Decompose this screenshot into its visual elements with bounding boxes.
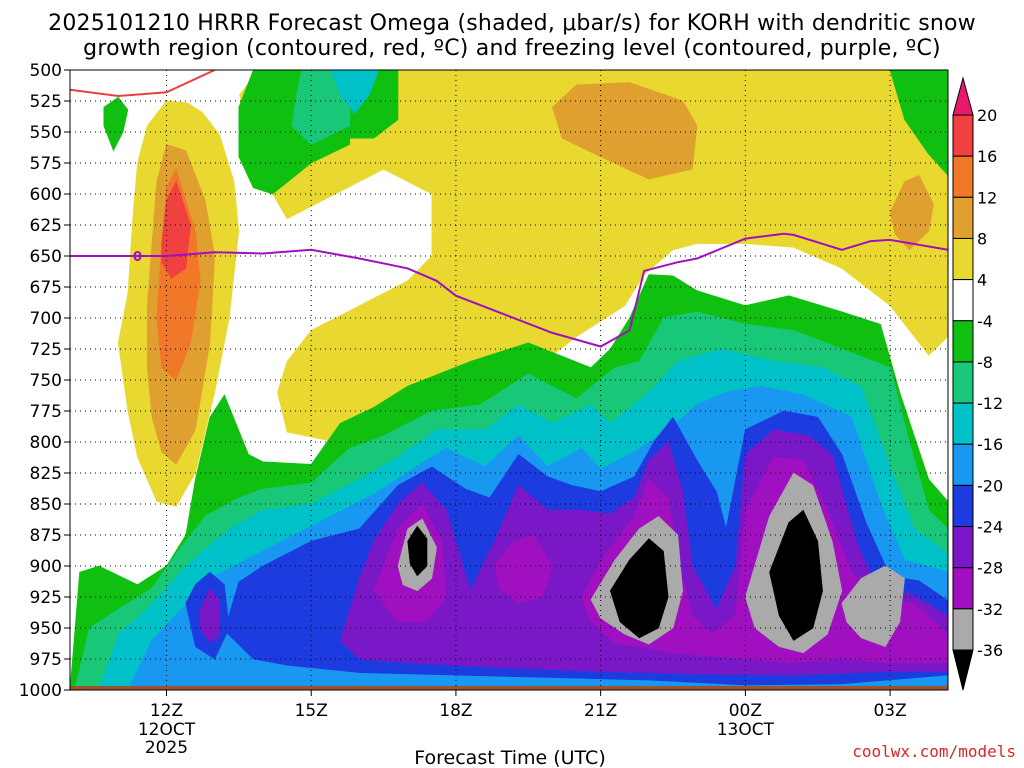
omega-region-neg40 <box>609 538 669 639</box>
freezing-level-label: 0 <box>133 250 142 265</box>
colorbar-bin <box>952 402 974 445</box>
omega-region-neg8 <box>103 96 129 152</box>
colorbar-bin <box>952 237 974 281</box>
colorbar-bin <box>952 114 974 157</box>
omega-region-neg12 <box>291 70 351 145</box>
y-tick-label: 625 <box>30 216 62 236</box>
colorbar-bin <box>952 484 974 528</box>
colorbar-label: -12 <box>977 394 1003 413</box>
x-tick-date: 12OCT <box>138 720 196 740</box>
ground-strip <box>70 686 948 690</box>
y-tick-label: 800 <box>30 433 62 453</box>
omega-region-8 <box>552 82 698 180</box>
contour-lines: 0 <box>70 70 948 348</box>
y-tick-label: 1000 <box>19 681 62 701</box>
colorbar-label: 12 <box>977 188 997 207</box>
y-tick-label: 725 <box>30 340 62 360</box>
x-tick-label: 00Z <box>729 701 762 721</box>
y-tick-label: 575 <box>30 154 62 174</box>
y-tick-label: 775 <box>30 402 62 422</box>
x-tick-label: 21Z <box>584 701 617 721</box>
y-tick-label: 500 <box>30 61 62 81</box>
colorbar-bin <box>952 279 974 322</box>
x-axis-title: Forecast Time (UTC) <box>414 747 605 768</box>
y-tick-label: 675 <box>30 278 62 298</box>
dgz-contour <box>70 70 216 98</box>
colorbar-bin <box>952 155 974 198</box>
x-tick-date: 13OCT <box>717 720 775 740</box>
x-tick-label: 18Z <box>439 701 472 721</box>
y-tick-label: 925 <box>30 588 62 608</box>
colorbar-label: 20 <box>977 106 997 125</box>
chart-title-line1: 2025101210 HRRR Forecast Omega (shaded, … <box>48 11 976 36</box>
colorbar-bin <box>952 567 974 610</box>
colorbar-bin <box>952 361 974 404</box>
colorbar-label: -16 <box>977 435 1003 454</box>
y-tick-label: 975 <box>30 650 62 670</box>
omega-region-neg8 <box>889 70 948 176</box>
y-tick-label: 825 <box>30 464 62 484</box>
gridlines <box>70 70 948 690</box>
y-tick-label: 750 <box>30 371 62 391</box>
omega-region-neg40 <box>769 509 823 641</box>
colorbar-bin <box>952 608 974 651</box>
colorbar-label: -24 <box>977 518 1003 537</box>
colorbar-bin <box>952 526 974 569</box>
y-tick-label: 550 <box>30 123 62 143</box>
colorbar-bin <box>952 196 974 239</box>
omega-region-neg40 <box>407 525 428 577</box>
colorbar-label: -36 <box>977 641 1003 660</box>
colorbar: 20 16 12 8 4 -4 -8 -12 -16 -20 -24 -28 -32 -36 <box>952 76 1003 691</box>
colorbar-label: 8 <box>977 229 987 248</box>
x-tick-label: 12Z <box>150 701 183 721</box>
freezing-level-contour <box>70 232 948 348</box>
colorbar-label: -28 <box>977 559 1003 578</box>
colorbar-bin <box>952 320 974 363</box>
x-tick-year: 2025 <box>145 738 188 758</box>
y-tick-label: 850 <box>30 495 62 515</box>
y-tick-label: 900 <box>30 557 62 577</box>
colorbar-bin <box>952 443 974 486</box>
y-tick-label: 875 <box>30 526 62 546</box>
colorbar-label: 16 <box>977 147 997 166</box>
y-tick-label: 600 <box>30 185 62 205</box>
chart-title-line2: growth region (contoured, red, ºC) and f… <box>83 36 941 61</box>
omega-shading <box>70 70 948 690</box>
x-tick-label: 03Z <box>873 701 906 721</box>
x-tick-label: 15Z <box>295 701 328 721</box>
colorbar-label: -8 <box>977 353 993 372</box>
colorbar-label: 4 <box>977 271 987 290</box>
credit-link[interactable]: coolwx.com/models <box>852 742 1016 761</box>
colorbar-bottom-arrow <box>952 649 974 691</box>
y-tick-label: 525 <box>30 92 62 112</box>
y-axis: 500 525 550 575 600 625 650 675 700 725 750 775 800 8… <box>19 61 70 701</box>
colorbar-top-arrow <box>952 76 974 116</box>
y-tick-label: 650 <box>30 247 62 267</box>
y-tick-label: 700 <box>30 309 62 329</box>
colorbar-label: -4 <box>977 312 993 331</box>
omega-region-neg36 <box>841 565 905 647</box>
colorbar-label: -32 <box>977 600 1003 619</box>
omega-region-neg16 <box>330 70 380 114</box>
omega-region-neg32 <box>494 534 553 604</box>
y-tick-label: 950 <box>30 619 62 639</box>
colorbar-label: -20 <box>977 476 1003 495</box>
ground-surface <box>70 686 948 690</box>
